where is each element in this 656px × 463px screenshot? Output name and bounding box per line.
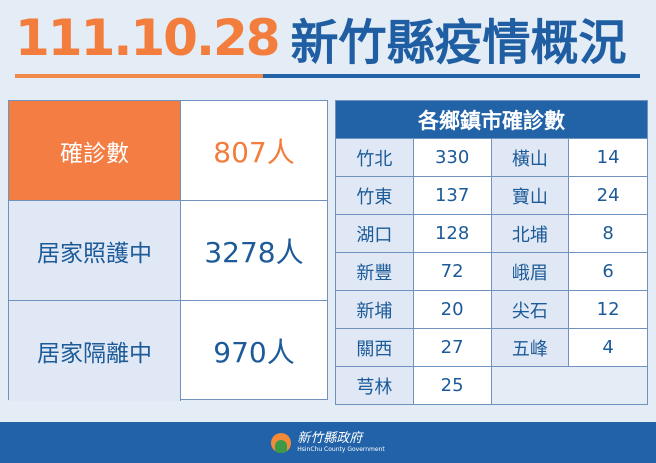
town-count: 8 <box>569 214 647 252</box>
town-name: 新豐 <box>336 252 414 290</box>
summary-table: 確診數 807人 居家照護中 3278人 居家隔離中 970人 <box>8 100 328 401</box>
town-row: 新豐 72 峨眉 6 <box>336 252 647 290</box>
org-name-en: HsinChu County Government <box>297 446 385 453</box>
footer: 新竹縣政府 HsinChu County Government <box>0 422 656 463</box>
underline-orange <box>15 74 263 78</box>
summary-value: 807人 <box>213 135 295 169</box>
org-name-cn: 新竹縣政府 <box>297 431 363 446</box>
town-name: 五峰 <box>491 328 570 366</box>
town-name: 竹北 <box>336 138 414 176</box>
town-count: 330 <box>413 138 492 176</box>
town-table: 各鄉鎮市確診數 竹北 330 橫山 14 竹東 137 寶山 24 湖口 128 北埔 8 新豐 72 峨眉… <box>335 100 648 405</box>
summary-label: 居家照護中 <box>9 201 181 300</box>
date: 111.10.28 <box>15 9 281 67</box>
town-name: 芎林 <box>336 366 414 404</box>
town-count: 24 <box>569 176 647 214</box>
town-row: 芎林 25 <box>336 366 647 404</box>
town-row: 竹東 137 寶山 24 <box>336 176 647 214</box>
summary-row: 確診數 807人 <box>9 101 327 201</box>
town-row: 關西 27 五峰 4 <box>336 328 647 366</box>
town-count: 14 <box>569 138 647 176</box>
town-count: 72 <box>413 252 492 290</box>
town-name: 北埔 <box>491 214 570 252</box>
town-count: 137 <box>413 176 492 214</box>
town-name: 尖石 <box>491 290 570 328</box>
page-title: 111.10.28 新竹縣疫情概況 <box>15 6 627 71</box>
heading: 新竹縣疫情概況 <box>290 15 627 71</box>
town-count: 4 <box>569 328 647 366</box>
town-count: 12 <box>569 290 647 328</box>
town-row: 湖口 128 北埔 8 <box>336 214 647 252</box>
summary-label: 確診數 <box>9 101 181 200</box>
town-name: 寶山 <box>491 176 570 214</box>
town-count: 25 <box>413 366 492 404</box>
town-count: 128 <box>413 214 492 252</box>
county-logo-icon <box>271 432 292 453</box>
summary-row: 居家隔離中 970人 <box>9 301 327 401</box>
town-table-header: 各鄉鎮市確診數 <box>336 101 647 138</box>
town-name: 湖口 <box>336 214 414 252</box>
town-name: 竹東 <box>336 176 414 214</box>
town-name: 峨眉 <box>491 252 570 290</box>
town-count: 27 <box>413 328 492 366</box>
town-name: 橫山 <box>491 138 570 176</box>
empty-cell <box>569 366 647 404</box>
underline-blue <box>263 74 640 78</box>
town-count: 6 <box>569 252 647 290</box>
summary-value: 970人 <box>213 336 295 369</box>
town-name: 關西 <box>336 328 414 366</box>
town-row: 竹北 330 橫山 14 <box>336 138 647 176</box>
summary-label: 居家隔離中 <box>9 301 181 401</box>
town-name: 新埔 <box>336 290 414 328</box>
town-count: 20 <box>413 290 492 328</box>
summary-row: 居家照護中 3278人 <box>9 201 327 301</box>
summary-value: 3278人 <box>204 235 304 269</box>
empty-cell <box>491 366 570 404</box>
town-row: 新埔 20 尖石 12 <box>336 290 647 328</box>
